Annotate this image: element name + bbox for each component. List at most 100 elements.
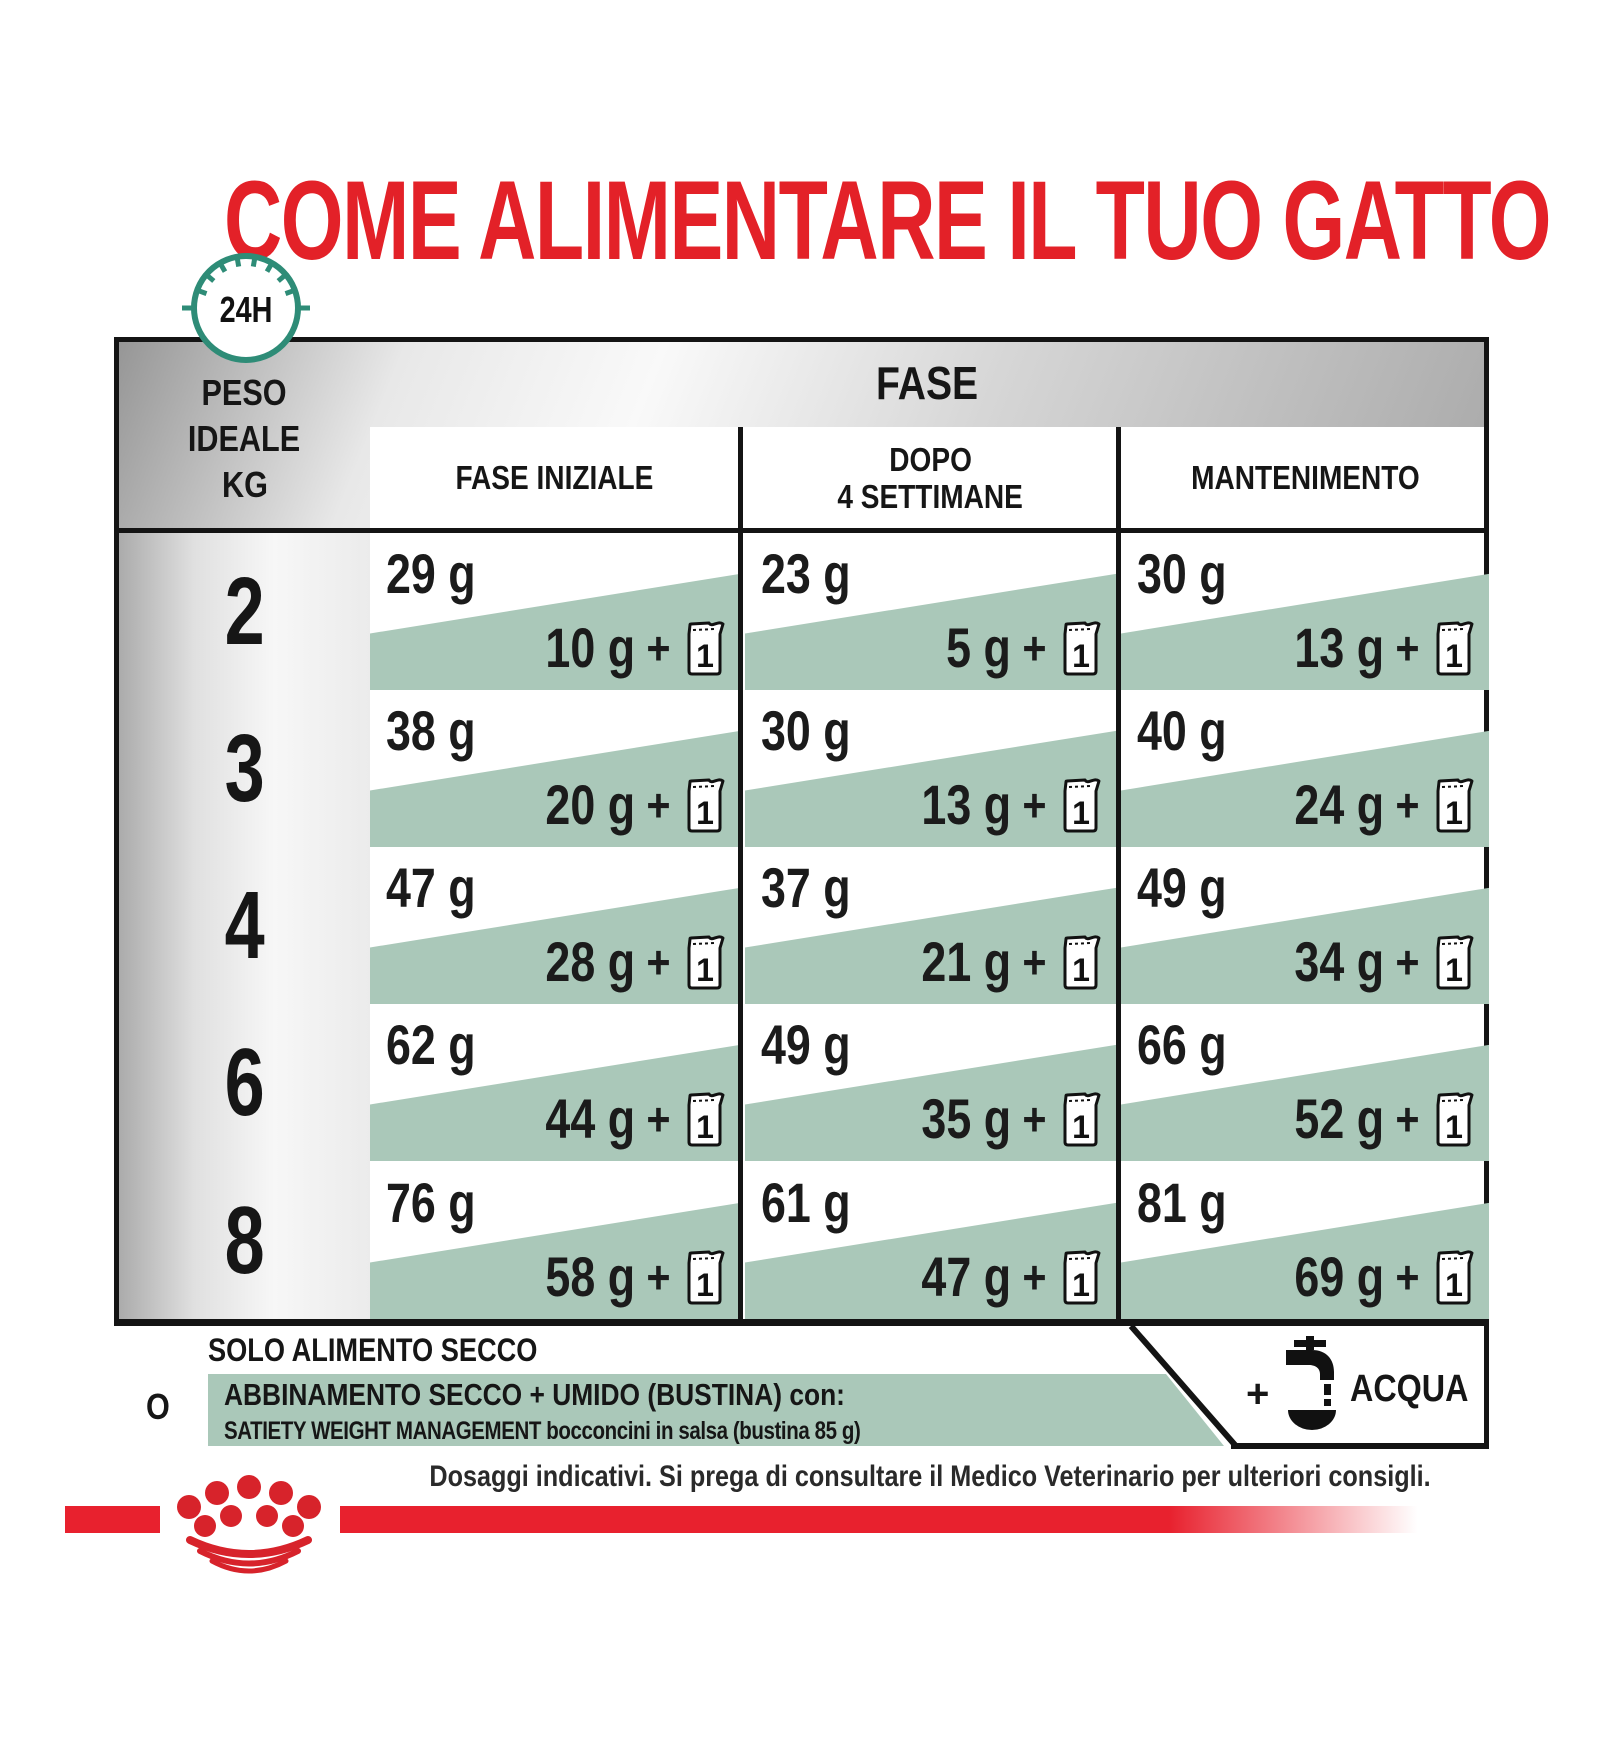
pouch-icon: 1: [682, 618, 728, 678]
dry-amount: 66 g: [1137, 1013, 1227, 1076]
column-header-after-4-weeks: DOPO 4 SETTIMANE: [837, 440, 1024, 515]
combo-amount: 10 g + 1: [523, 615, 728, 680]
table-border-bottom: [114, 1319, 1489, 1326]
weight-header: PESO IDEALE KG: [119, 350, 370, 528]
dry-amount: 38 g: [386, 699, 476, 762]
plus-sign: +: [1395, 1250, 1420, 1303]
plus-sign: +: [646, 1250, 671, 1303]
legend-dry-only: SOLO ALIMENTO SECCO: [208, 1332, 538, 1368]
table-border-top: [114, 337, 1489, 342]
pouch-icon: 1: [682, 775, 728, 835]
pouch-icon: 1: [1058, 775, 1104, 835]
pouch-count: 1: [1445, 951, 1463, 988]
combo-amount: 47 g + 1: [899, 1244, 1104, 1309]
column-divider: [1116, 427, 1121, 1319]
plus-sign: +: [646, 778, 671, 831]
combo-amount: 34 g + 1: [1272, 929, 1477, 994]
legend-combo-band: ABBINAMENTO SECCO + UMIDO (BUSTINA) con:…: [208, 1374, 1224, 1446]
dry-amount: 40 g: [1137, 699, 1227, 762]
pouch-icon: 1: [1058, 618, 1104, 678]
combo-amount: 44 g + 1: [523, 1086, 728, 1151]
combo-amount: 5 g + 1: [930, 615, 1104, 680]
feeding-cell: 49 g 34 g + 1: [1121, 847, 1489, 1004]
clock-label: 24H: [219, 289, 273, 330]
pouch-icon: 1: [1058, 1089, 1104, 1149]
plus-sign: +: [646, 621, 671, 674]
plus-sign: +: [1395, 1092, 1420, 1145]
weight-label: 4: [224, 871, 265, 979]
pouch-count: 1: [696, 1108, 714, 1145]
dry-amount: 81 g: [1137, 1171, 1227, 1234]
pouch-count: 1: [1072, 794, 1090, 831]
pouch-count: 1: [696, 951, 714, 988]
combo-amount: 13 g + 1: [1272, 615, 1477, 680]
dry-amount: 49 g: [1137, 856, 1227, 919]
pouch-icon: 1: [682, 932, 728, 992]
pouch-count: 1: [1072, 637, 1090, 674]
dry-amount: 61 g: [761, 1171, 851, 1234]
feeding-cell: 29 g 10 g + 1: [370, 533, 740, 690]
footer-note: Dosaggi indicativi. Si prega di consulta…: [429, 1460, 1431, 1493]
pouch-icon: 1: [1431, 1089, 1477, 1149]
plus-sign: +: [646, 1092, 671, 1145]
water-label: ACQUA: [1350, 1368, 1469, 1410]
phase-header-label: FASE: [875, 357, 979, 409]
combo-amount: 24 g + 1: [1272, 772, 1477, 837]
dry-amount: 47 g: [386, 856, 476, 919]
dry-amount: 62 g: [386, 1013, 476, 1076]
dry-amount: 37 g: [761, 856, 851, 919]
column-divider: [738, 427, 743, 1319]
feeding-cell: 47 g 28 g + 1: [370, 847, 740, 1004]
feeding-cell: 30 g 13 g + 1: [745, 690, 1116, 847]
pouch-count: 1: [696, 794, 714, 831]
weight-header-line2: IDEALE: [188, 418, 301, 459]
feeding-cell: 76 g 58 g + 1: [370, 1162, 740, 1319]
dry-amount: 49 g: [761, 1013, 851, 1076]
header-separator-line: [119, 528, 1484, 533]
feeding-cell: 66 g 52 g + 1: [1121, 1004, 1489, 1161]
weight-label: 8: [224, 1186, 265, 1294]
pouch-icon: 1: [1431, 775, 1477, 835]
pouch-count: 1: [1445, 1266, 1463, 1303]
subheader-background: [370, 427, 1484, 528]
table-border-left: [114, 337, 119, 1326]
combo-amount: 28 g + 1: [523, 929, 728, 994]
pouch-icon: 1: [1431, 1247, 1477, 1307]
pouch-count: 1: [1072, 1266, 1090, 1303]
pouch-icon: 1: [1058, 1247, 1104, 1307]
feeding-cell: 62 g 44 g + 1: [370, 1004, 740, 1161]
feeding-cell: 81 g 69 g + 1: [1121, 1162, 1489, 1319]
feeding-cell: 30 g 13 g + 1: [1121, 533, 1489, 690]
plus-sign: +: [1395, 935, 1420, 988]
clock-24h-icon: 24H: [180, 250, 312, 366]
combo-amount: 58 g + 1: [523, 1244, 728, 1309]
combo-amount: 35 g + 1: [899, 1086, 1104, 1151]
brand-logo: [160, 1468, 340, 1576]
legend-combo-title: ABBINAMENTO SECCO + UMIDO (BUSTINA) con:: [224, 1377, 845, 1412]
faucet-icon: [1286, 1336, 1336, 1430]
plus-sign: +: [1022, 1250, 1047, 1303]
pouch-icon: 1: [1431, 618, 1477, 678]
acqua-box-border-right: [1484, 1326, 1489, 1449]
legend-or-label: O: [146, 1386, 170, 1427]
plus-sign: +: [1022, 778, 1047, 831]
pouch-count: 1: [1072, 951, 1090, 988]
phase-header: FASE: [370, 356, 1484, 410]
weight-header-line3: KG: [221, 464, 268, 505]
pouch-icon: 1: [682, 1089, 728, 1149]
page-title: COME ALIMENTARE IL TUO GATTO: [224, 158, 1551, 283]
dry-amount: 29 g: [386, 542, 476, 605]
dry-amount: 76 g: [386, 1171, 476, 1234]
combo-amount: 20 g + 1: [523, 772, 728, 837]
combo-amount: 21 g + 1: [899, 929, 1104, 994]
legend-combo-detail: SATIETY WEIGHT MANAGEMENT bocconcini in …: [224, 1417, 861, 1445]
dry-amount: 23 g: [761, 542, 851, 605]
acqua-box-border-bottom: [1231, 1443, 1489, 1449]
water-plus-sign: +: [1246, 1372, 1270, 1416]
pouch-count: 1: [696, 1266, 714, 1303]
feeding-cell: 23 g 5 g + 1: [745, 533, 1116, 690]
combo-amount: 13 g + 1: [899, 772, 1104, 837]
dry-amount: 30 g: [761, 699, 851, 762]
plus-sign: +: [1395, 778, 1420, 831]
